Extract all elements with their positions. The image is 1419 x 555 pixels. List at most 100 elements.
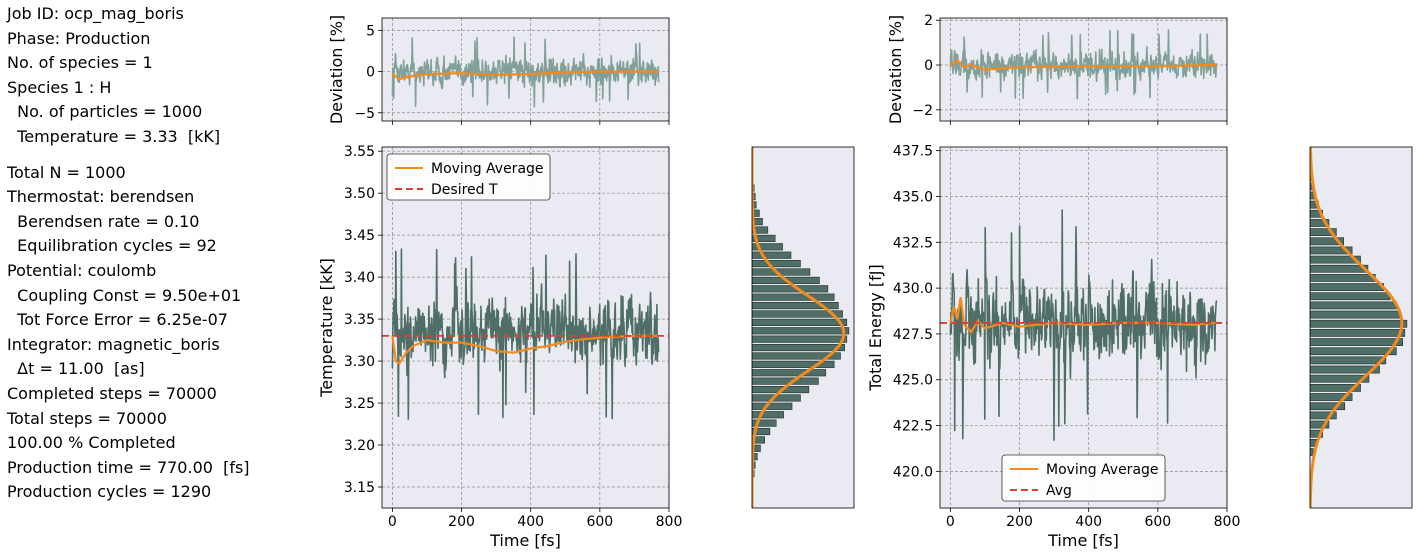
- info-line: Temperature = 3.33 [kK]: [7, 126, 221, 146]
- temp_hist-bar: [752, 453, 758, 461]
- energy-y-tick-label: 432.5: [893, 235, 933, 251]
- temperature-x-tick-label: 0: [388, 514, 397, 530]
- temperature-x-axis-label: Time [fs]: [489, 531, 561, 550]
- energy-x-tick-label: 600: [1144, 514, 1171, 530]
- info-line: Coupling Const = 9.50e+01: [7, 285, 242, 305]
- energy_hist-bar: [1310, 393, 1353, 401]
- energy-legend-entry: Avg: [1046, 483, 1072, 499]
- energy-frame: [939, 146, 1228, 509]
- temperature-legend: Moving Average Desired T: [386, 153, 551, 201]
- info-line: No. of particles = 1000: [7, 102, 203, 122]
- energy_dev-frame: [939, 17, 1228, 122]
- energy-y-tick-label: 430.0: [893, 281, 933, 297]
- temperature-y-tick-label: 3.50: [344, 186, 375, 202]
- energy-x-tick-label: 200: [1006, 514, 1033, 530]
- energy_hist-bar: [1310, 246, 1353, 255]
- info-line: 100.00 % Completed: [7, 433, 176, 453]
- temperature-x-tick-label: 800: [656, 514, 683, 530]
- temperature-y-tick-label: 3.45: [344, 228, 375, 244]
- info-line: Δt = 11.00 [as]: [7, 359, 145, 379]
- energy_hist-bar: [1310, 292, 1391, 301]
- energy_hist-bar: [1310, 274, 1376, 282]
- energy_dev-moving-average: [949, 59, 1217, 71]
- temp_hist-bar: [752, 352, 841, 360]
- temp_hist-bar: [752, 302, 839, 310]
- energy-y-tick-label: 437.5: [893, 144, 933, 160]
- temperature-frame: [381, 146, 670, 509]
- temp_hist-bar: [752, 327, 850, 335]
- run-info-bottom: Total N = 1000 Thermostat: berendsen Bere…: [7, 161, 250, 505]
- info-line: Thermostat: berendsen: [7, 187, 195, 207]
- energy_hist-bar: [1310, 310, 1401, 319]
- energy_hist-bar: [1310, 356, 1387, 365]
- temp_hist-bar: [752, 260, 801, 268]
- energy_hist-bar: [1310, 219, 1330, 227]
- energy_hist-bar: [1310, 347, 1397, 356]
- temperature-legend-box: [386, 153, 551, 201]
- temperature-legend-entry: Moving Average: [431, 161, 544, 177]
- energy_dev-y-axis-label: Deviation [%]: [886, 15, 905, 124]
- energy_hist-bar: [1310, 228, 1337, 236]
- energy_hist-bar: [1310, 319, 1408, 328]
- energy-legend-box: [1001, 454, 1166, 502]
- temperature-y-tick-label: 3.30: [344, 354, 375, 370]
- run-info-panel: Job ID: ocp_mag_boris Phase: Production No…: [7, 2, 250, 505]
- temp_dev-raw-trace: [391, 36, 660, 108]
- info-line: Berendsen rate = 0.10: [7, 211, 200, 231]
- energy_dev-y-tick-label: 0: [924, 58, 933, 74]
- temperature-y-tick-label: 3.20: [344, 438, 375, 454]
- energy_hist-bar: [1310, 402, 1346, 411]
- temp_hist-bar: [752, 243, 783, 251]
- temp_hist-bar: [752, 377, 819, 385]
- energy-x-tick-label: 0: [946, 514, 955, 530]
- temp_dev-y-tick-label: −5: [354, 106, 375, 122]
- temp_hist-bar: [752, 360, 835, 368]
- energy_hist-frame: [1309, 146, 1413, 509]
- info-line: Phase: Production: [7, 28, 151, 48]
- temp_hist-bar: [752, 436, 765, 444]
- temp_hist-bar: [752, 444, 761, 452]
- energy_hist-bar: [1310, 301, 1397, 310]
- temp_hist-bar: [752, 310, 843, 318]
- temperature-x-tick-label: 600: [586, 514, 613, 530]
- info-line: Equilibration cycles = 92: [7, 236, 217, 256]
- temp_hist-frame: [751, 146, 855, 509]
- temp_hist-bar: [752, 411, 784, 419]
- energy_hist-bar: [1310, 255, 1361, 264]
- temp_hist-bar: [752, 218, 763, 226]
- energy_hist-bar: [1310, 448, 1314, 456]
- temp_hist-bar: [752, 369, 827, 377]
- info-line: Species 1 : H: [7, 77, 112, 97]
- info-line: Total steps = 70000: [7, 408, 167, 428]
- temperature-y-axis-label: Temperature [kK]: [317, 258, 336, 398]
- temp_hist-bar: [752, 285, 829, 293]
- energy-y-tick-label: 422.5: [893, 419, 933, 435]
- temperature-y-tick-label: 3.25: [344, 396, 375, 412]
- info-line: Production time = 770.00 [fs]: [7, 457, 250, 477]
- energy_dev-y-tick-label: −2: [912, 103, 933, 119]
- temp_dev-y-tick-label: 5: [366, 23, 375, 39]
- temperature-y-tick-label: 3.35: [344, 312, 375, 328]
- energy_hist-bar: [1310, 420, 1330, 429]
- temp_hist-bar: [752, 427, 771, 436]
- energy-x-tick-label: 800: [1214, 514, 1241, 530]
- energy_hist-bar: [1310, 384, 1361, 392]
- energy_hist-bar: [1310, 283, 1385, 291]
- energy-y-axis-label: Total Energy [fJ]: [866, 264, 885, 391]
- energy-x-axis-label: Time [fs]: [1047, 531, 1119, 550]
- temperature-legend-entry: Desired T: [431, 182, 498, 198]
- temp_hist-bar: [752, 419, 777, 427]
- temperature-x-tick-label: 400: [517, 514, 544, 530]
- info-line: Completed steps = 70000: [7, 383, 217, 403]
- temp_dev-y-axis-label: Deviation [%]: [327, 15, 346, 124]
- energy_hist-bar: [1310, 237, 1345, 246]
- info-line: No. of species = 1: [7, 53, 153, 73]
- temp_hist-bar: [752, 335, 848, 343]
- temperature-y-tick-label: 3.55: [344, 144, 375, 160]
- energy-y-tick-label: 435.0: [893, 189, 933, 205]
- energy_hist-bar: [1310, 429, 1323, 438]
- temperature-x-tick-label: 200: [448, 514, 475, 530]
- energy_hist-bar: [1310, 365, 1380, 374]
- info-line: Integrator: magnetic_boris: [7, 334, 220, 354]
- energy_hist-gaussian-fit: [1310, 147, 1404, 508]
